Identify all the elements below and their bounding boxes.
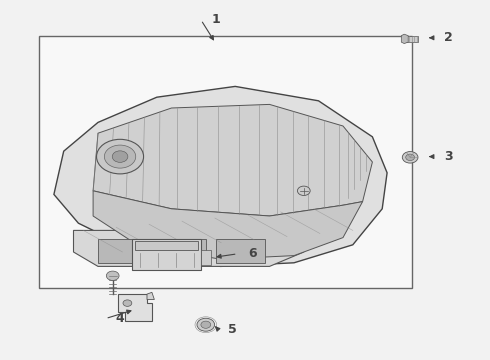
- Bar: [201, 250, 211, 265]
- Polygon shape: [401, 34, 408, 44]
- Circle shape: [112, 151, 128, 162]
- Circle shape: [406, 154, 415, 161]
- Text: 2: 2: [444, 31, 453, 44]
- Circle shape: [197, 318, 215, 331]
- Circle shape: [104, 145, 136, 168]
- Text: 3: 3: [444, 150, 453, 163]
- Circle shape: [402, 152, 418, 163]
- Polygon shape: [93, 191, 363, 259]
- Bar: [39, 36, 412, 288]
- Polygon shape: [54, 86, 387, 266]
- Bar: [132, 239, 201, 270]
- Bar: [135, 241, 198, 250]
- Circle shape: [201, 321, 211, 328]
- Circle shape: [106, 271, 119, 280]
- Bar: [405, 36, 418, 42]
- Text: 1: 1: [211, 13, 220, 26]
- Text: 4: 4: [116, 312, 124, 325]
- Polygon shape: [118, 294, 152, 321]
- Circle shape: [123, 300, 132, 306]
- Text: 5: 5: [228, 323, 237, 336]
- Polygon shape: [74, 230, 304, 266]
- Circle shape: [97, 139, 144, 174]
- Circle shape: [297, 186, 310, 195]
- Polygon shape: [93, 104, 372, 216]
- Bar: [216, 239, 265, 263]
- Polygon shape: [147, 292, 154, 300]
- Text: 6: 6: [248, 247, 257, 260]
- Bar: [157, 239, 206, 263]
- Bar: [98, 239, 147, 263]
